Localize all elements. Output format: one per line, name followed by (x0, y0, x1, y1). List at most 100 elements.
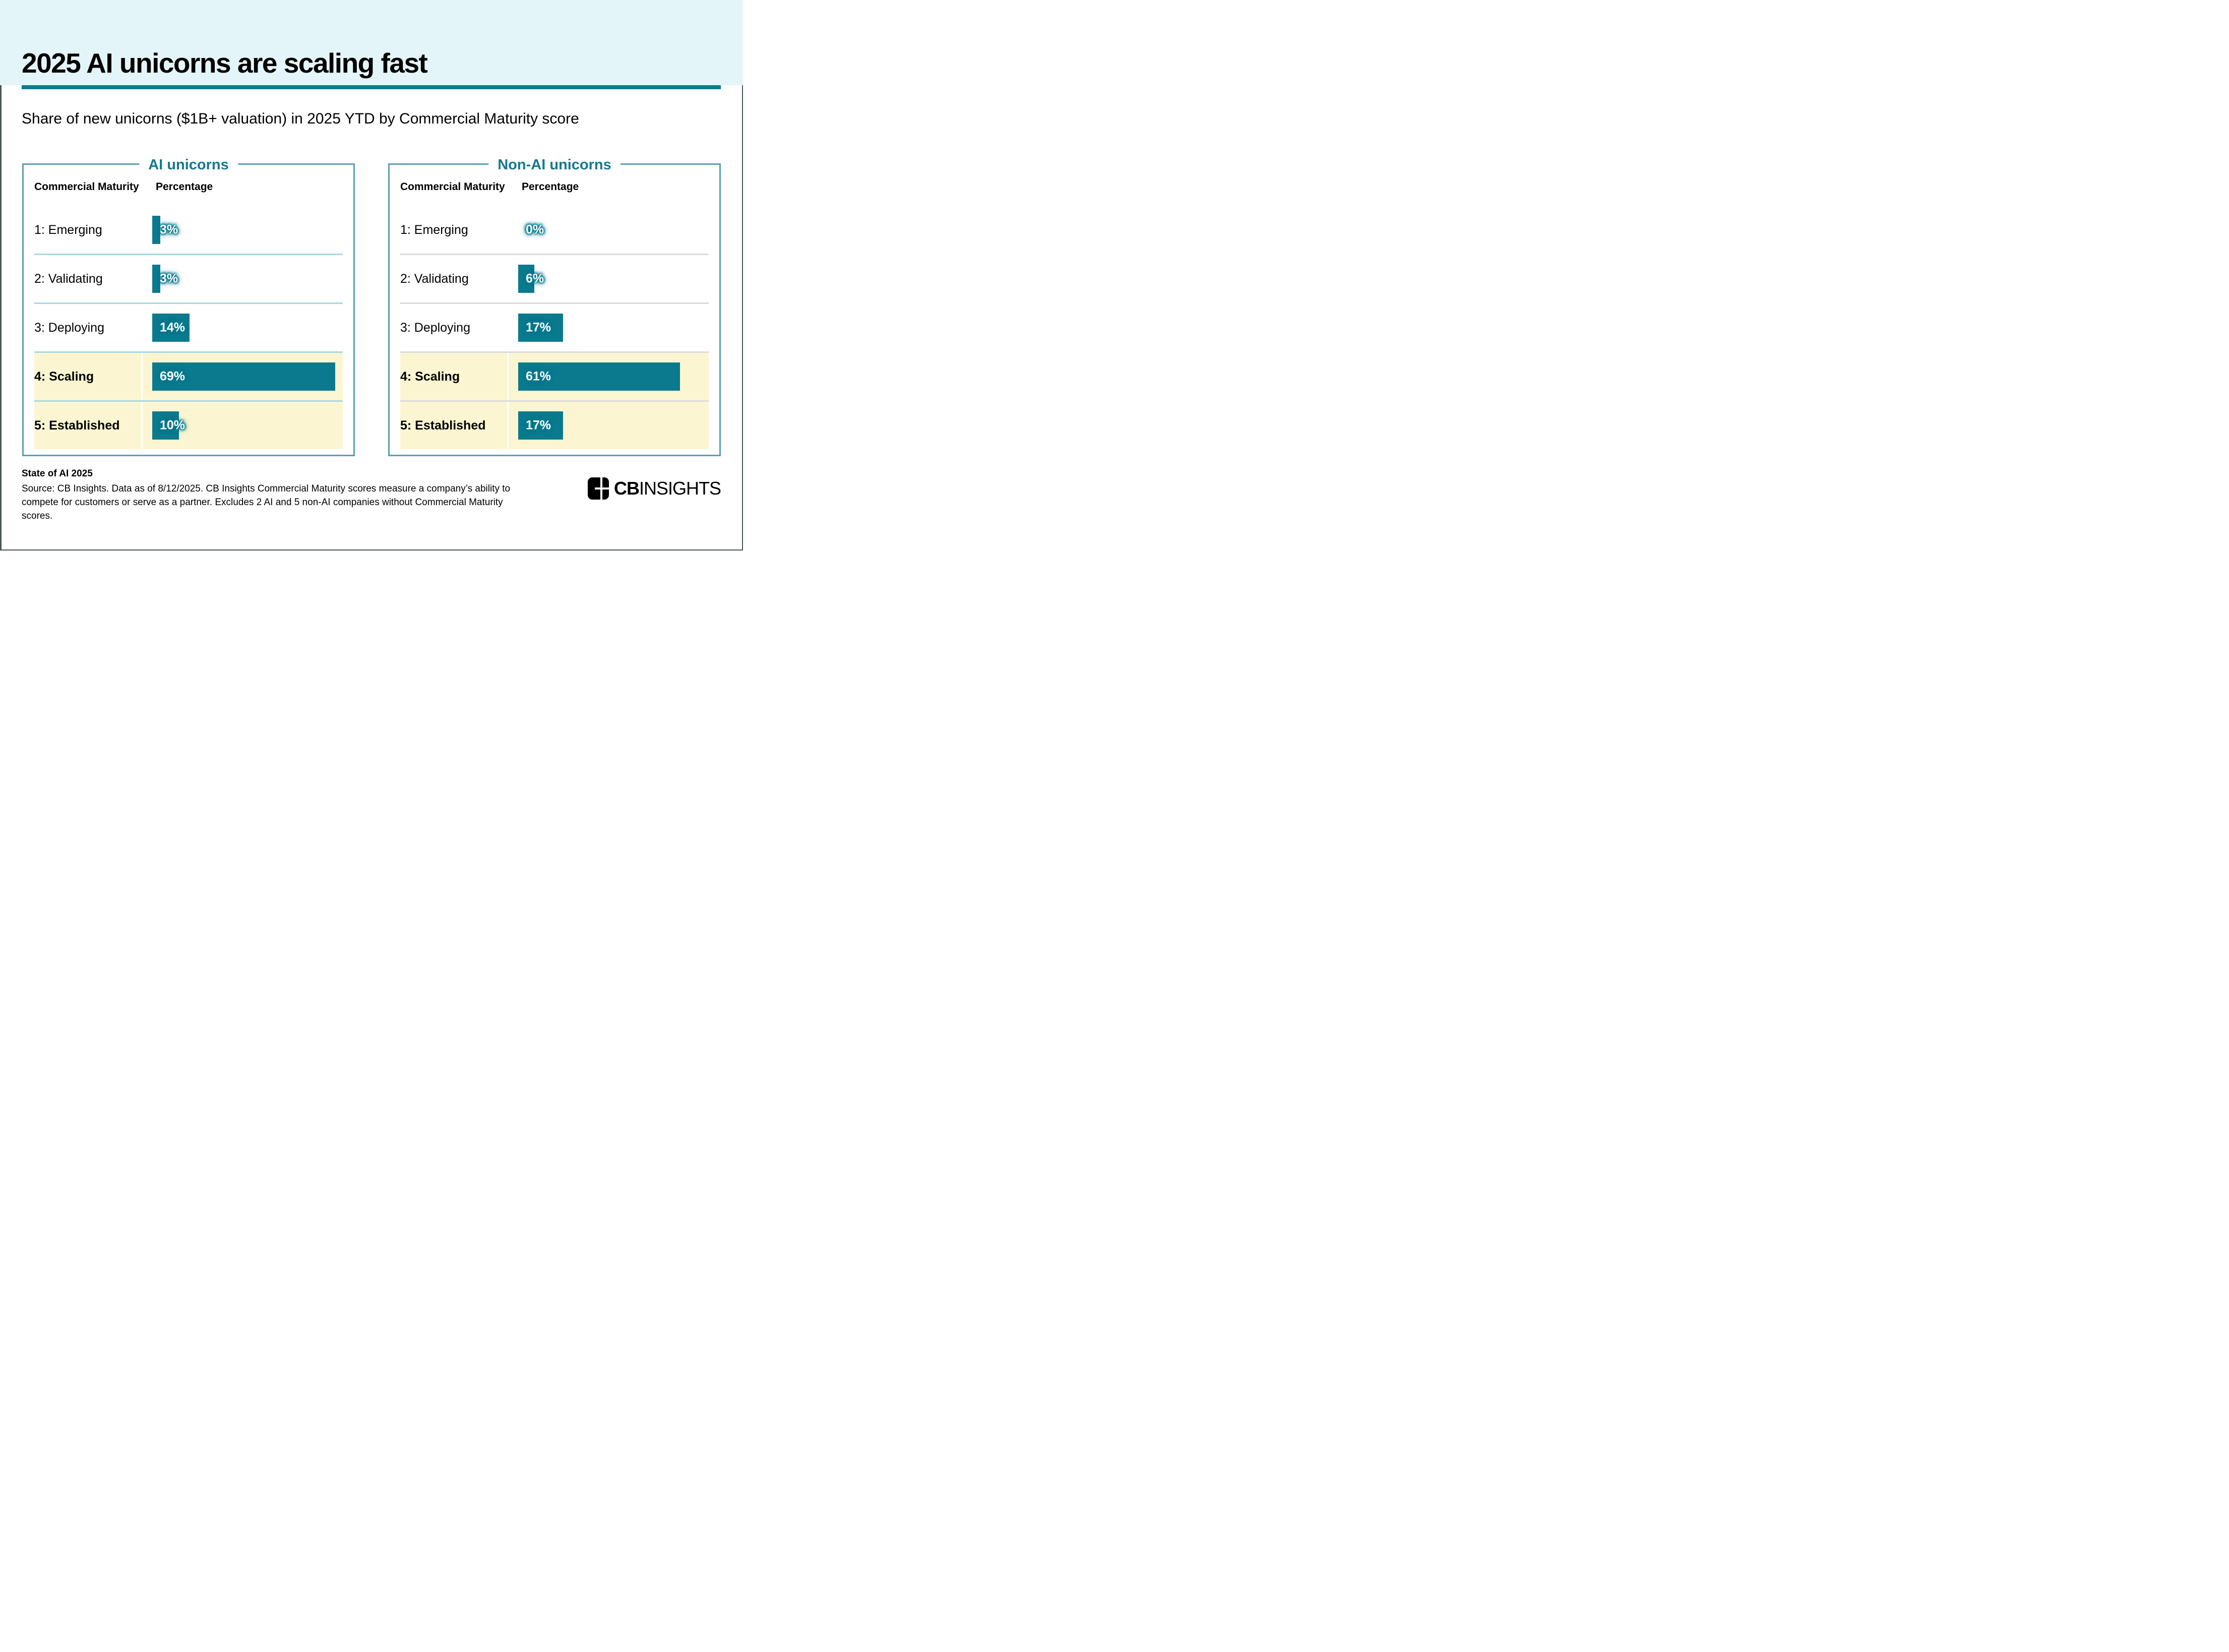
cell-gutter (141, 255, 143, 302)
maturity-label-cell: 4: Scaling (400, 353, 507, 400)
comparison-tables: AI unicorns Commercial Maturity Percenta… (22, 154, 721, 456)
maturity-label: 2: Validating (400, 271, 469, 286)
cell-gutter (141, 206, 143, 254)
percentage-bar (152, 216, 160, 244)
percentage-bar (152, 362, 335, 391)
maturity-label-cell: 3: Deploying (400, 304, 507, 351)
table-row: 3: Deploying 14% (34, 304, 343, 351)
row-separator (34, 351, 343, 353)
percentage-cell: 61% (509, 353, 709, 400)
footer-heading: State of AI 2025 (22, 468, 93, 479)
bar-wrap: 17% (518, 411, 709, 440)
cell-gutter (141, 304, 143, 351)
row-separator (400, 302, 709, 304)
column-header-commercial-maturity: Commercial Maturity (34, 181, 139, 193)
bar-wrap: 6% (518, 265, 709, 293)
header-divider (22, 85, 721, 89)
percentage-cell: 17% (509, 402, 709, 449)
percentage-cell: 14% (143, 304, 343, 351)
table-row: 2: Validating 6% (400, 255, 709, 302)
header-band: 2025 AI unicorns are scaling fast (0, 0, 743, 85)
percentage-value: 61% (526, 369, 551, 384)
percentage-value: 17% (526, 320, 551, 335)
table-row: 2: Validating 3% (34, 255, 343, 302)
maturity-label: 1: Emerging (34, 222, 102, 237)
page-title: 2025 AI unicorns are scaling fast (22, 47, 428, 79)
cell-gutter (141, 353, 143, 400)
maturity-label-cell: 1: Emerging (400, 206, 507, 254)
footer: State of AI 2025 Source: CB Insights. Da… (22, 468, 721, 523)
logo-text-cb: CB (613, 478, 640, 499)
percentage-value: 69% (160, 369, 185, 384)
column-header-percentage: Percentage (156, 181, 213, 193)
row-separator (400, 400, 709, 402)
table-row: 4: Scaling 61% (400, 353, 709, 400)
percentage-value: 3% (160, 222, 178, 237)
maturity-label-cell: 2: Validating (400, 255, 507, 302)
maturity-label: 1: Emerging (400, 222, 468, 237)
rows: 1: Emerging 3% 2: Validating 3% 3: Deploying… (34, 206, 343, 449)
percentage-cell: 0% (509, 206, 709, 254)
percentage-bar (152, 314, 190, 342)
percentage-bar (518, 411, 563, 440)
maturity-label: 3: Deploying (34, 320, 104, 335)
percentage-bar (518, 314, 563, 342)
cell-gutter (141, 402, 143, 449)
table-row: 5: Established 10% (34, 402, 343, 449)
percentage-value: 17% (526, 418, 551, 433)
percentage-value: 14% (160, 320, 185, 335)
maturity-label-cell: 1: Emerging (34, 206, 141, 254)
column-header-commercial-maturity: Commercial Maturity (400, 181, 505, 193)
row-separator (400, 351, 709, 353)
table-row: 1: Emerging 3% (34, 206, 343, 254)
infographic-page: 2025 AI unicorns are scaling fast Share … (0, 0, 743, 550)
percentage-cell: 3% (143, 206, 343, 254)
bar-wrap: 14% (152, 314, 343, 342)
percentage-cell: 69% (143, 353, 343, 400)
maturity-label-cell: 3: Deploying (34, 304, 141, 351)
bar-wrap: 3% (152, 265, 343, 293)
cb-insights-wordmark: CBINSIGHTS (614, 478, 721, 499)
maturity-label: 2: Validating (34, 271, 103, 286)
maturity-label: 5: Established (34, 418, 120, 433)
cb-insights-logo-icon (587, 477, 609, 500)
ai-unicorns-table: AI unicorns Commercial Maturity Percenta… (22, 154, 355, 456)
percentage-bar (152, 411, 179, 440)
rows: 1: Emerging 0% 2: Validating 6% 3: Deploying… (400, 206, 709, 449)
table-title: AI unicorns (139, 154, 238, 175)
maturity-label: 5: Established (400, 418, 486, 433)
cell-gutter (507, 353, 509, 400)
table-header-row: Commercial Maturity Percentage (400, 165, 709, 206)
table-row: 5: Established 17% (400, 402, 709, 449)
bar-wrap: 17% (518, 314, 709, 342)
bar-wrap: 0% (518, 216, 709, 244)
maturity-label: 3: Deploying (400, 320, 470, 335)
row-separator (34, 302, 343, 304)
percentage-value: 0% (526, 222, 544, 237)
percentage-bar (518, 265, 534, 293)
percentage-cell: 6% (509, 255, 709, 302)
bar-wrap: 10% (152, 411, 343, 440)
maturity-label-cell: 4: Scaling (34, 353, 141, 400)
cell-gutter (507, 206, 509, 254)
cell-gutter (507, 402, 509, 449)
maturity-label: 4: Scaling (400, 369, 460, 384)
bar-wrap: 61% (518, 362, 709, 391)
percentage-value: 3% (160, 271, 178, 286)
row-separator (34, 254, 343, 255)
non-ai-unicorns-table: Non-AI unicorns Commercial Maturity Perc… (388, 154, 721, 456)
maturity-label-cell: 5: Established (34, 402, 141, 449)
percentage-bar (518, 362, 680, 391)
cell-gutter (507, 255, 509, 302)
maturity-label-cell: 2: Validating (34, 255, 141, 302)
row-separator (34, 400, 343, 402)
bar-wrap: 69% (152, 362, 343, 391)
table-header-row: Commercial Maturity Percentage (34, 165, 343, 206)
percentage-cell: 3% (143, 255, 343, 302)
percentage-cell: 10% (143, 402, 343, 449)
percentage-bar (152, 265, 160, 293)
logo-vertical-slit (600, 477, 602, 500)
cell-gutter (507, 304, 509, 351)
footer-source-note: Source: CB Insights. Data as of 8/12/202… (22, 483, 511, 521)
table-row: 4: Scaling 69% (34, 353, 343, 400)
